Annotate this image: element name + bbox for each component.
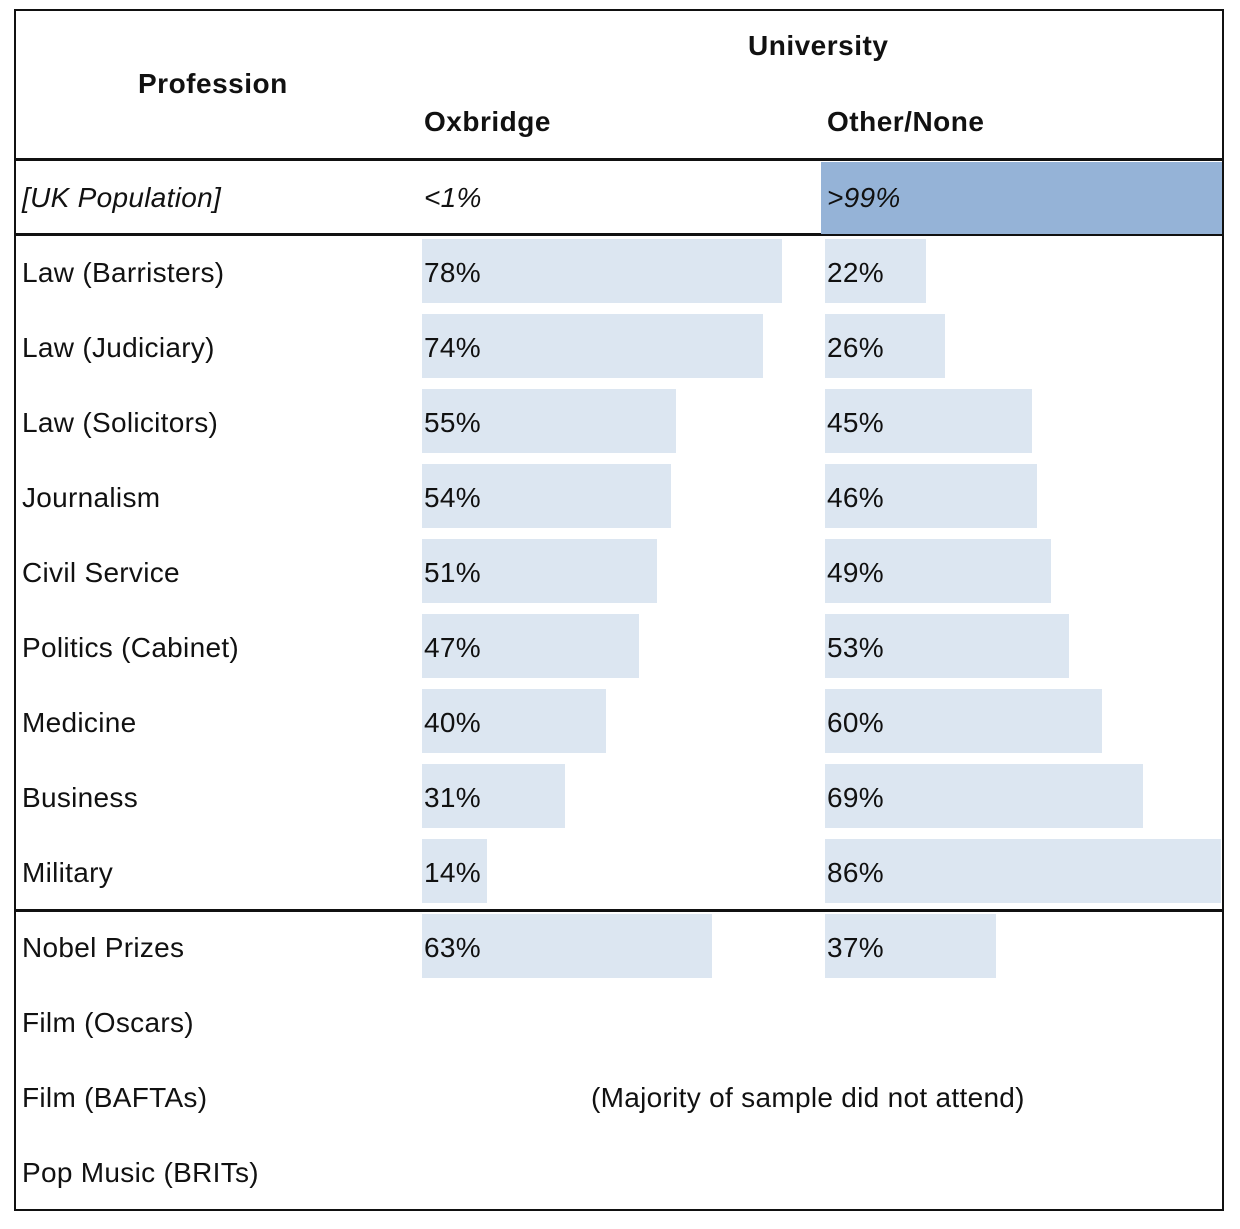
oxbridge-bar [422, 389, 676, 453]
group-divider [14, 909, 1224, 912]
other-bar [825, 314, 945, 378]
other-bar [825, 689, 1102, 753]
oxbridge-value: 40% [424, 707, 481, 738]
row-label: Film (Oscars) [22, 1007, 194, 1038]
row-label: Pop Music (BRITs) [22, 1157, 259, 1188]
uk-population-oxbridge: <1% [424, 182, 482, 213]
oxbridge-value: 51% [424, 557, 481, 588]
row-label: Civil Service [22, 557, 180, 588]
oxbridge-value: 54% [424, 482, 481, 513]
other-bar [825, 839, 1221, 903]
reference-divider [14, 233, 1224, 236]
oxbridge-bar [422, 839, 487, 903]
table-frame [14, 9, 1224, 1211]
other-value: 69% [827, 782, 884, 813]
other-bar [825, 464, 1037, 528]
row-label: Journalism [22, 482, 161, 513]
note-not-attended: (Majority of sample did not attend) [591, 1082, 1025, 1113]
oxbridge-bar [422, 239, 782, 303]
oxbridge-bar [422, 314, 763, 378]
other-value: 46% [827, 482, 884, 513]
oxbridge-value: 74% [424, 332, 481, 363]
university-header: University [748, 30, 889, 61]
row-label: Law (Judiciary) [22, 332, 215, 363]
other-value: 53% [827, 632, 884, 663]
other-bar [825, 764, 1143, 828]
oxbridge-value: 78% [424, 257, 481, 288]
other-bar [825, 539, 1051, 603]
oxbridge-bar [422, 614, 639, 678]
oxbridge-bar [422, 764, 565, 828]
oxbridge-header: Oxbridge [424, 106, 551, 137]
other-value: 22% [827, 257, 884, 288]
other-value: 37% [827, 932, 884, 963]
oxbridge-value: 31% [424, 782, 481, 813]
row-label: Film (BAFTAs) [22, 1082, 208, 1113]
row-label: Law (Solicitors) [22, 407, 219, 438]
other-value: 49% [827, 557, 884, 588]
other-value: 45% [827, 407, 884, 438]
oxbridge-bar [422, 464, 671, 528]
row-label: Nobel Prizes [22, 932, 185, 963]
oxbridge-bar [422, 914, 712, 978]
row-label: Military [22, 857, 114, 888]
other-value: 86% [827, 857, 884, 888]
oxbridge-bar [422, 539, 657, 603]
other-value: 26% [827, 332, 884, 363]
row-label: Law (Barristers) [22, 257, 225, 288]
uk-population-label: [UK Population] [22, 182, 222, 213]
row-label: Medicine [22, 707, 137, 738]
uk-population-other: >99% [827, 182, 901, 213]
oxbridge-value: 14% [424, 857, 481, 888]
oxbridge-value: 63% [424, 932, 481, 963]
oxbridge-value: 55% [424, 407, 481, 438]
uk-population-highlight [821, 162, 1222, 234]
profession-header: Profession [138, 68, 288, 99]
other-bar [825, 614, 1069, 678]
other-bar [825, 914, 996, 978]
other-bar [825, 389, 1032, 453]
row-label: Politics (Cabinet) [22, 632, 240, 663]
other-bar [825, 239, 926, 303]
oxbridge-value: 47% [424, 632, 481, 663]
other-value: 60% [827, 707, 884, 738]
oxbridge-bar [422, 689, 606, 753]
row-label: Business [22, 782, 139, 813]
other-none-header: Other/None [827, 106, 985, 137]
header-divider [14, 158, 1224, 161]
